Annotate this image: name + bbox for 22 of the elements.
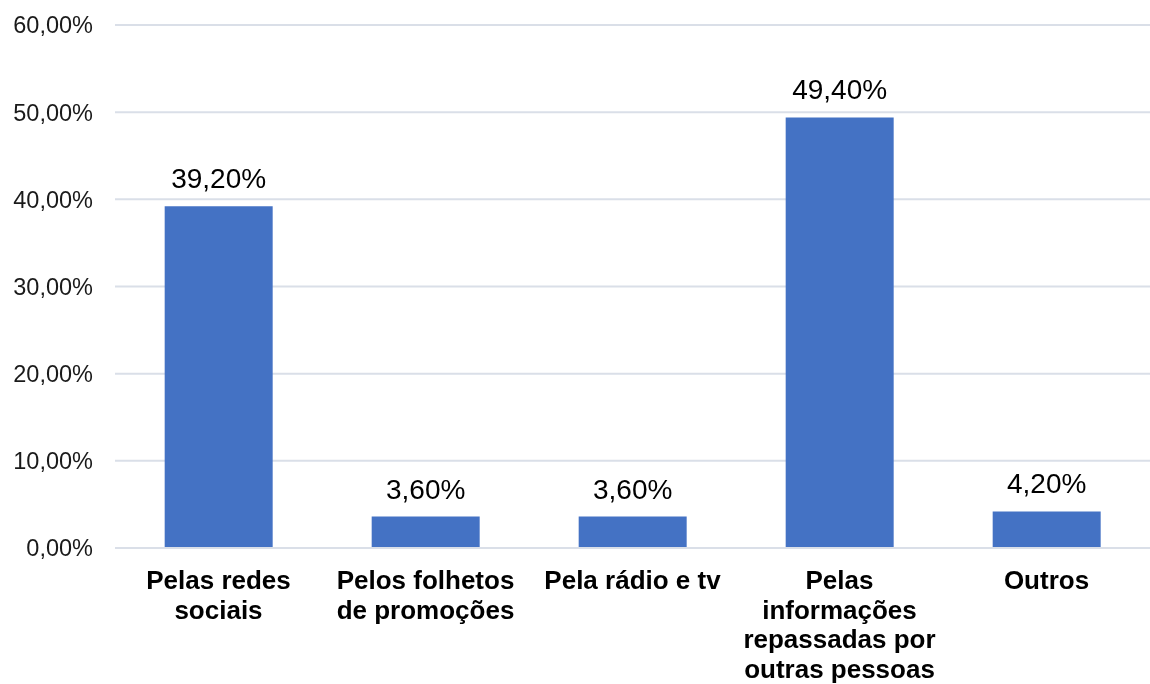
data-label: 49,40%	[792, 74, 888, 106]
y-tick-label: 40,00%	[13, 186, 94, 213]
y-tick-label: 60,00%	[13, 12, 94, 39]
x-tick-label: Pela rádio e tv	[544, 565, 722, 595]
bar	[785, 117, 894, 548]
x-tick-label: Pelas redes sociais	[146, 565, 291, 625]
bar	[992, 511, 1101, 548]
bar	[164, 206, 273, 548]
x-tick-label: Pelas informações repassadas por outras pessoas	[743, 565, 936, 684]
data-label: 4,20%	[1006, 468, 1087, 500]
data-label: 3,60%	[385, 473, 466, 505]
y-tick-label: 50,00%	[13, 99, 94, 126]
x-tick-label: Outros	[1003, 565, 1090, 595]
y-tick-label: 20,00%	[13, 361, 94, 388]
y-tick-label: 10,00%	[13, 448, 94, 475]
x-tick-label: Pelos folhetos de promoções	[336, 565, 515, 625]
bar	[578, 516, 687, 548]
data-label: 3,60%	[592, 473, 673, 505]
y-tick-label: 30,00%	[13, 273, 94, 300]
bar	[371, 516, 480, 548]
y-tick-label: 0,00%	[26, 535, 94, 562]
data-label: 39,20%	[171, 163, 267, 195]
